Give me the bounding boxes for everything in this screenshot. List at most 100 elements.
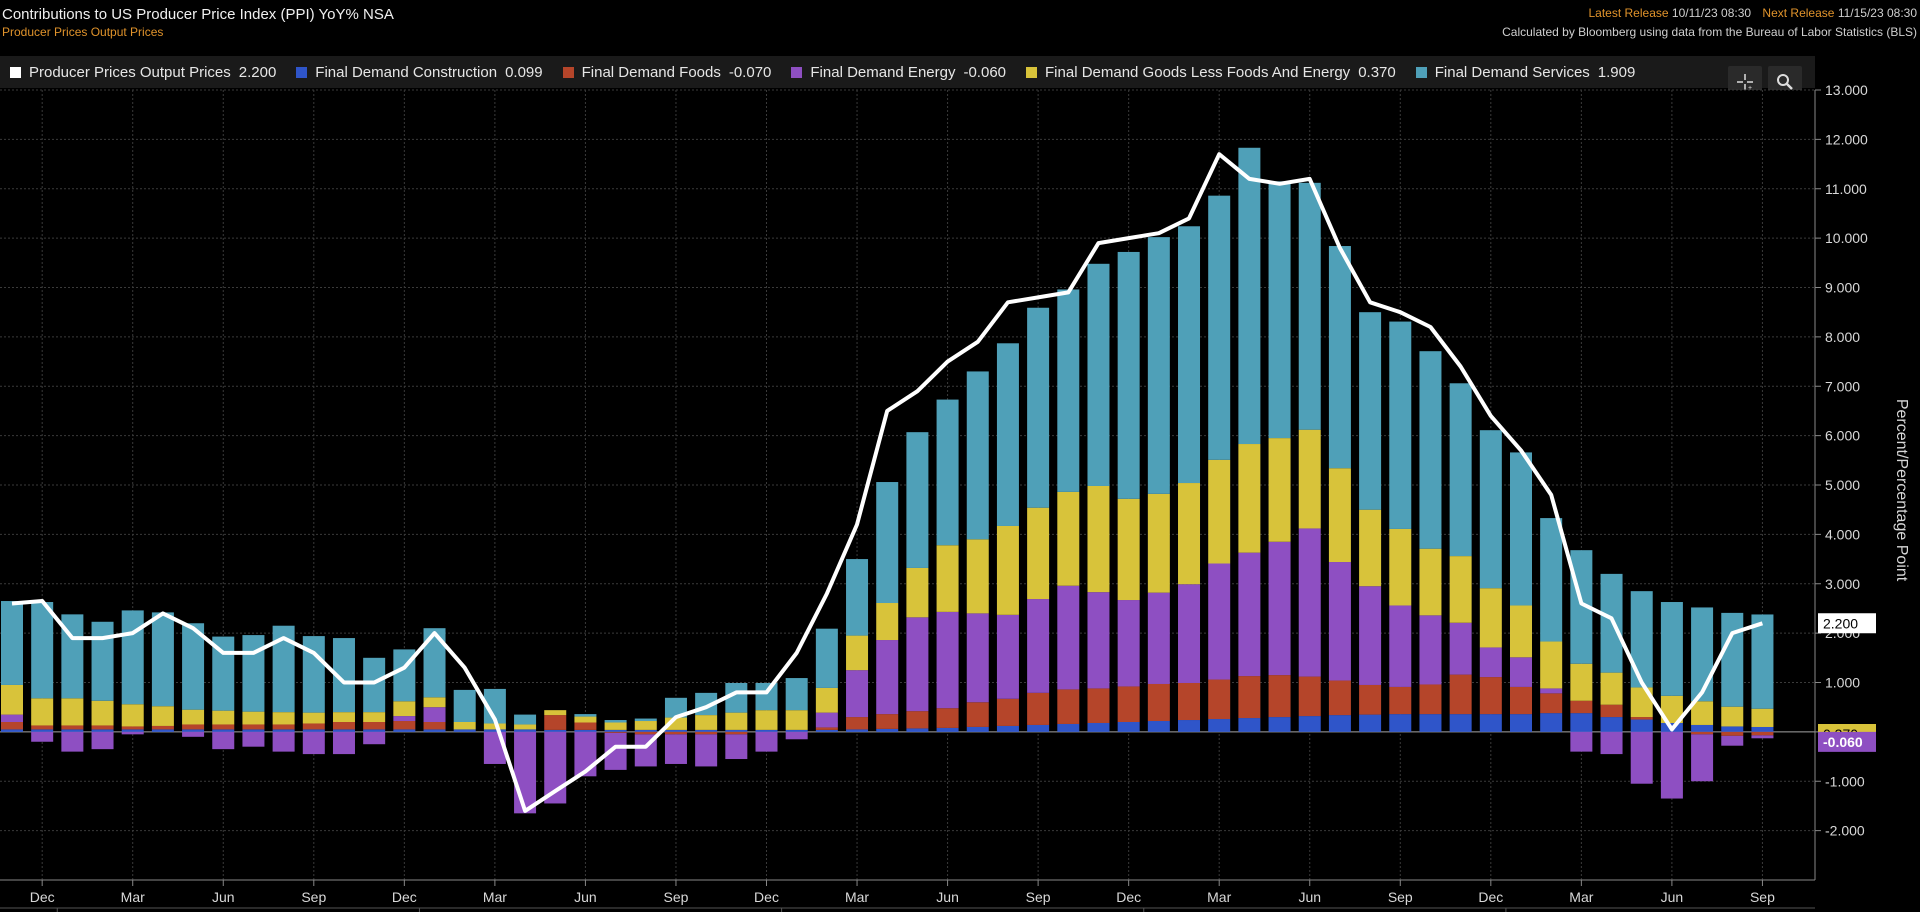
legend-label: Producer Prices Output Prices: [29, 63, 231, 81]
bar-segment: [695, 731, 718, 735]
bar-segment: [815, 727, 838, 730]
x-tick-label: Jun: [574, 889, 597, 905]
bar-segment: [785, 710, 808, 730]
bar-segment: [936, 727, 959, 732]
bar-segment: [1, 729, 23, 732]
bar-segment: [574, 722, 597, 730]
legend-label: Final Demand Services: [1434, 63, 1590, 81]
x-tick-label: Sep: [663, 889, 688, 905]
bar-segment: [1057, 289, 1080, 492]
legend-swatch: [1026, 66, 1038, 78]
bar-segment: [906, 432, 929, 568]
bar-segment: [151, 725, 174, 730]
y-tick-label: 12.000: [1825, 131, 1868, 147]
bar-segment: [1298, 528, 1321, 677]
crosshair-icon[interactable]: +: [1728, 66, 1762, 98]
bar-segment: [1208, 679, 1231, 720]
bar-segment: [302, 636, 325, 713]
legend-item[interactable]: Producer Prices Output Prices 2.200: [10, 64, 276, 81]
bar-segment: [514, 724, 537, 730]
bar-segment: [332, 712, 355, 722]
bar-segment: [31, 698, 54, 726]
x-tick-label: Dec: [392, 889, 417, 905]
chart-header: Contributions to US Producer Price Index…: [0, 0, 1920, 48]
x-tick-label: Jun: [936, 889, 959, 905]
bar-segment: [302, 723, 325, 730]
bar-segment: [1298, 429, 1321, 529]
bar-segment: [755, 710, 778, 730]
bar-segment: [212, 731, 235, 750]
bar-segment: [846, 559, 869, 636]
bar-segment: [31, 725, 54, 730]
bar-segment: [1147, 721, 1170, 732]
bar-segment: [664, 734, 687, 764]
value-tag: [1818, 724, 1876, 744]
bar-segment: [1, 722, 23, 730]
bar-segment: [182, 724, 205, 730]
bar-segment: [1419, 548, 1442, 616]
bar-segment: [604, 729, 627, 732]
bar-segment: [1298, 676, 1321, 717]
bar-segment: [936, 611, 959, 709]
bar-segment: [1238, 552, 1261, 677]
bar-segment: [1208, 719, 1231, 732]
zoom-icon[interactable]: [1768, 66, 1802, 98]
bar-segment: [91, 700, 114, 726]
bar-segment: [966, 702, 989, 727]
bar-segment: [695, 692, 718, 716]
bar-segment: [1449, 714, 1472, 732]
bar-segment: [604, 732, 627, 770]
bar-segment: [664, 717, 687, 730]
bar-segment: [31, 731, 54, 742]
bar-segment: [393, 716, 416, 722]
bar-segment: [1630, 591, 1653, 688]
bar-segment: [1630, 719, 1653, 732]
bar-segment: [725, 712, 748, 730]
bar-segment: [1630, 731, 1653, 784]
bar-segment: [1449, 674, 1472, 715]
legend-item[interactable]: Final Demand Goods Less Foods And Energy…: [1026, 64, 1396, 81]
bar-segment: [1268, 541, 1291, 676]
legend-swatch: [791, 66, 803, 78]
bar-segment: [1570, 713, 1593, 732]
bar-segment: [483, 731, 506, 764]
bar-segment: [634, 729, 657, 732]
bar-segment: [1691, 724, 1714, 732]
bar-segment: [1660, 602, 1683, 696]
bar-segment: [815, 628, 838, 688]
bar-segment: [1178, 682, 1201, 721]
legend-item[interactable]: Final Demand Energy -0.060: [791, 64, 1006, 81]
bar-segment: [1751, 726, 1774, 732]
x-tick-label: Mar: [121, 889, 145, 905]
bar-segment: [1510, 605, 1532, 658]
bar-segment: [1057, 491, 1080, 586]
bar-segment: [1087, 263, 1110, 486]
y-tick-label: 11.000: [1825, 181, 1867, 197]
y-tick-label: 13.000: [1825, 82, 1868, 98]
value-tag: [1818, 613, 1876, 634]
source-note: Calculated by Bloomberg using data from …: [1502, 25, 1917, 39]
bar-segment: [1147, 683, 1170, 722]
legend-item[interactable]: Final Demand Construction 0.099: [296, 64, 543, 81]
bar-segment: [483, 723, 506, 730]
legend-swatch: [10, 66, 21, 78]
bar-segment: [1570, 663, 1593, 701]
legend-swatch: [1415, 66, 1427, 78]
bar-segment: [1147, 592, 1170, 684]
bar-segment: [996, 525, 1019, 615]
bar-segment: [1721, 735, 1744, 746]
bar-segment: [453, 722, 476, 730]
bar-segment: [906, 728, 929, 732]
y-tick-label: 6.000: [1825, 428, 1860, 444]
bar-segment: [1660, 722, 1683, 732]
bar-segment: [1479, 588, 1502, 648]
legend-item[interactable]: Final Demand Foods -0.070: [562, 64, 771, 81]
legend-item[interactable]: Final Demand Services 1.909: [1415, 63, 1635, 81]
bar-segment: [1721, 731, 1744, 736]
bar-segment: [1570, 731, 1593, 752]
bar-segment: [31, 602, 54, 699]
bar-segment: [1721, 706, 1744, 727]
bar-segment: [514, 729, 537, 732]
bar-segment: [1178, 483, 1201, 585]
bar-segment: [1298, 182, 1321, 430]
